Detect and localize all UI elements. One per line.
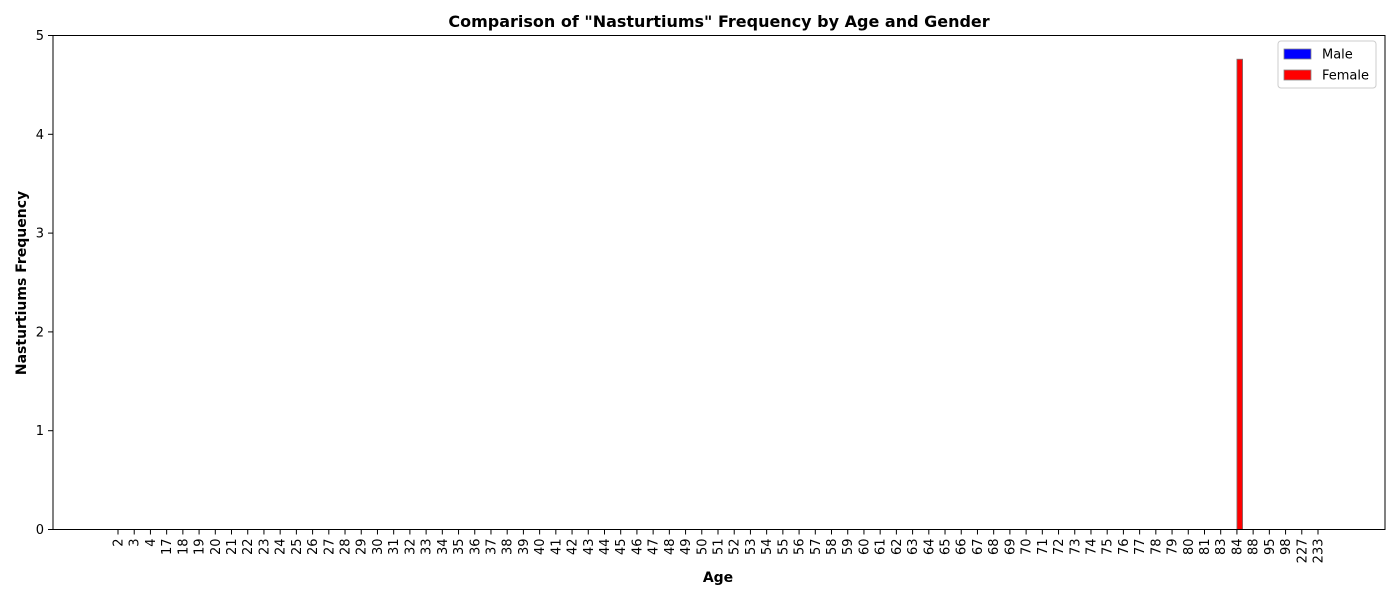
x-tick-label: 34 bbox=[436, 539, 451, 556]
x-tick-label: 32 bbox=[403, 539, 418, 556]
x-tick-label: 44 bbox=[598, 539, 613, 556]
x-tick-label: 2 bbox=[112, 539, 127, 547]
x-tick-label: 58 bbox=[825, 539, 840, 556]
legend-label-male: Male bbox=[1322, 48, 1353, 63]
x-tick-label: 65 bbox=[939, 539, 954, 556]
y-axis-ticks: 0 1 2 3 4 5 bbox=[36, 29, 53, 538]
x-tick-label: 81 bbox=[1198, 539, 1213, 556]
x-tick-label: 31 bbox=[387, 539, 402, 556]
x-tick-label: 18 bbox=[176, 539, 191, 556]
x-tick-label: 62 bbox=[890, 539, 905, 556]
x-tick-label: 66 bbox=[955, 539, 970, 556]
x-tick-label: 84 bbox=[1230, 539, 1245, 556]
x-tick-label: 45 bbox=[614, 539, 629, 556]
x-tick-label: 61 bbox=[874, 539, 889, 556]
legend-label-female: Female bbox=[1322, 69, 1369, 84]
y-tick-label: 4 bbox=[36, 128, 44, 143]
x-tick-label: 4 bbox=[144, 539, 159, 547]
x-tick-label: 76 bbox=[1117, 539, 1132, 556]
x-tick-label: 49 bbox=[679, 539, 694, 556]
x-tick-label: 75 bbox=[1101, 539, 1116, 556]
x-tick-label: 21 bbox=[225, 539, 240, 556]
x-tick-label: 42 bbox=[566, 539, 581, 556]
x-tick-label: 54 bbox=[760, 539, 775, 556]
x-tick-label: 78 bbox=[1149, 539, 1164, 556]
legend-swatch-female bbox=[1283, 69, 1312, 81]
y-axis-title: Nasturtiums Frequency bbox=[14, 191, 30, 375]
x-tick-label: 56 bbox=[793, 539, 808, 556]
x-tick-label: 63 bbox=[906, 539, 921, 556]
x-tick-label: 47 bbox=[647, 539, 662, 556]
x-tick-label: 60 bbox=[857, 539, 872, 556]
x-tick-label: 52 bbox=[728, 539, 743, 556]
x-tick-label: 51 bbox=[712, 539, 727, 556]
x-tick-label: 77 bbox=[1133, 539, 1148, 556]
x-axis-title: Age bbox=[703, 570, 733, 586]
x-tick-label: 24 bbox=[274, 539, 289, 556]
x-tick-label: 64 bbox=[922, 539, 937, 556]
x-tick-label: 72 bbox=[1052, 539, 1067, 556]
x-tick-label: 22 bbox=[241, 539, 256, 556]
x-tick-label: 50 bbox=[695, 539, 710, 556]
x-tick-label: 26 bbox=[306, 539, 321, 556]
x-tick-label: 27 bbox=[322, 539, 337, 556]
x-tick-label: 19 bbox=[193, 539, 208, 556]
x-tick-label: 43 bbox=[582, 539, 597, 556]
x-tick-label: 17 bbox=[160, 539, 175, 556]
x-tick-label: 29 bbox=[355, 539, 370, 556]
y-tick-label: 1 bbox=[36, 424, 44, 439]
x-tick-label: 74 bbox=[1084, 539, 1099, 556]
x-tick-label: 79 bbox=[1166, 539, 1181, 556]
x-tick-label: 3 bbox=[128, 539, 143, 547]
legend: Male Female bbox=[1277, 40, 1377, 89]
x-tick-label: 48 bbox=[663, 539, 678, 556]
x-tick-label: 95 bbox=[1263, 539, 1278, 556]
x-tick-label: 98 bbox=[1279, 539, 1294, 556]
x-tick-label: 88 bbox=[1247, 539, 1262, 556]
y-tick-label: 0 bbox=[36, 523, 44, 538]
x-tick-label: 28 bbox=[339, 539, 354, 556]
x-tick-label: 57 bbox=[809, 539, 824, 556]
x-tick-label: 37 bbox=[484, 539, 499, 556]
chart-title: Comparison of "Nasturtiums" Frequency by… bbox=[448, 12, 989, 31]
x-tick-label: 36 bbox=[468, 539, 483, 556]
x-tick-label: 23 bbox=[257, 539, 272, 556]
x-tick-label: 227 bbox=[1295, 539, 1310, 564]
x-tick-label: 80 bbox=[1182, 539, 1197, 556]
plot-frame bbox=[52, 35, 1386, 530]
bars-layer bbox=[1236, 58, 1244, 530]
x-tick-label: 73 bbox=[1068, 539, 1083, 556]
bar-female-84 bbox=[1236, 58, 1244, 530]
x-tick-label: 59 bbox=[841, 539, 856, 556]
y-tick-label: 5 bbox=[36, 29, 44, 44]
x-tick-label: 35 bbox=[452, 539, 467, 556]
x-tick-label: 41 bbox=[549, 539, 564, 556]
x-tick-label: 67 bbox=[971, 539, 986, 556]
x-axis-ticks: 2 3 4 17 18 19 20 21 22 23 24 25 26 27 28 29 30 31 32 33 34 3… bbox=[112, 529, 1327, 564]
x-tick-label: 70 bbox=[1020, 539, 1035, 556]
x-tick-label: 39 bbox=[517, 539, 532, 556]
x-tick-label: 46 bbox=[630, 539, 645, 556]
x-tick-label: 68 bbox=[987, 539, 1002, 556]
x-tick-label: 233 bbox=[1312, 539, 1327, 564]
y-tick-label: 3 bbox=[36, 227, 44, 242]
x-tick-label: 33 bbox=[420, 539, 435, 556]
x-tick-label: 38 bbox=[501, 539, 516, 556]
y-tick-label: 2 bbox=[36, 325, 44, 340]
x-tick-label: 20 bbox=[209, 539, 224, 556]
x-tick-label: 40 bbox=[533, 539, 548, 556]
x-tick-label: 83 bbox=[1214, 539, 1229, 556]
x-tick-label: 30 bbox=[371, 539, 386, 556]
x-tick-label: 53 bbox=[744, 539, 759, 556]
x-tick-label: 55 bbox=[776, 539, 791, 556]
x-tick-label: 71 bbox=[1036, 539, 1051, 556]
x-tick-label: 69 bbox=[1003, 539, 1018, 556]
legend-swatch-male bbox=[1283, 48, 1312, 60]
x-tick-label: 25 bbox=[290, 539, 305, 556]
